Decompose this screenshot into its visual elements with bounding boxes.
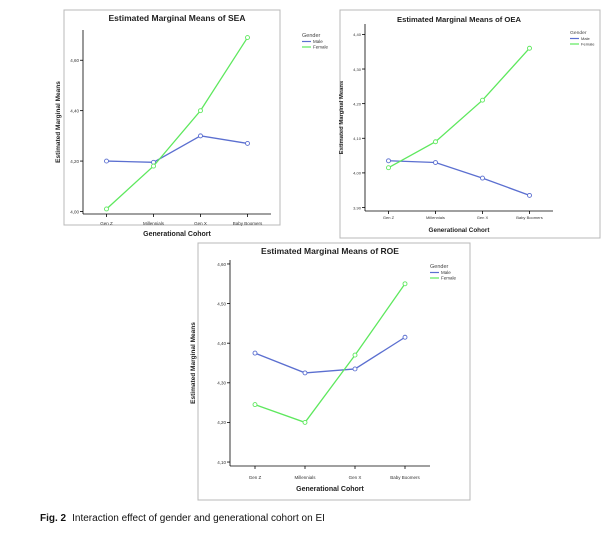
data-point-female <box>527 45 532 51</box>
data-point-male <box>352 366 358 372</box>
y-axis-label: Estimated Marginal Means <box>339 80 345 154</box>
series-line-female <box>106 37 249 210</box>
y-tick-label: 4,00 <box>353 171 362 176</box>
legend-item-male: Male <box>581 36 591 41</box>
data-point-male <box>302 370 308 376</box>
x-tick-label: Gen Z <box>249 475 262 480</box>
x-tick-label: Millennials <box>294 475 316 480</box>
x-tick-label: Baby Boomers <box>516 215 543 220</box>
data-point-male <box>527 192 532 198</box>
data-point-male <box>402 334 408 340</box>
y-tick-label: 4,30 <box>217 381 226 386</box>
series-line-male <box>254 336 406 374</box>
figure-caption-text: Interaction effect of gender and generat… <box>72 513 325 524</box>
data-point-male <box>386 158 391 164</box>
x-tick-label: Gen Z <box>383 215 395 220</box>
y-tick-label: 4,10 <box>217 460 226 465</box>
data-point-female <box>480 97 485 103</box>
x-tick-label: Baby Boomers <box>233 221 263 226</box>
x-axis-label: Generational Cohort <box>296 486 364 493</box>
y-tick-label: 4,60 <box>217 262 226 267</box>
x-tick-label: Gen Z <box>100 221 113 226</box>
data-point-female <box>352 352 358 358</box>
legend-title: Gender <box>430 264 449 270</box>
data-point-female <box>433 139 438 145</box>
chart-frame <box>63 9 281 226</box>
x-axis-label: Generational Cohort <box>429 227 491 234</box>
chart-title: Estimated Marginal Means of OEA <box>397 15 521 24</box>
chart-frame <box>197 242 471 501</box>
data-point-female <box>245 35 250 41</box>
figure-caption: Fig. 2 Interaction effect of gender and g… <box>40 513 325 524</box>
data-point-female <box>198 108 203 114</box>
data-point-male <box>104 158 109 164</box>
y-tick-label: 4,20 <box>353 101 362 106</box>
x-tick-label: Gen X <box>349 475 362 480</box>
chart-title: Estimated Marginal Means of SEA <box>109 13 246 23</box>
y-tick-label: 4,20 <box>70 159 79 164</box>
y-tick-label: 4,20 <box>217 420 226 425</box>
data-point-female <box>402 281 408 287</box>
data-point-male <box>252 350 258 356</box>
legend-item-male: Male <box>441 270 451 275</box>
series-line-female <box>254 283 406 424</box>
y-tick-label: 4,30 <box>353 67 362 72</box>
chart-frame <box>339 9 601 239</box>
data-point-male <box>480 175 485 181</box>
legend-item-female: Female <box>441 276 457 281</box>
legend-item-female: Female <box>313 45 329 50</box>
data-point-female <box>302 419 308 425</box>
data-point-female <box>104 206 109 212</box>
legend-title: Gender <box>302 33 321 39</box>
y-axis-label: Estimated Marginal Means <box>55 81 62 163</box>
data-point-female <box>151 163 156 169</box>
y-axis-label: Estimated Marginal Means <box>190 322 197 404</box>
y-tick-label: 3,90 <box>353 205 362 210</box>
legend-title: Gender <box>570 30 587 36</box>
x-axis-label: Generational Cohort <box>143 231 211 238</box>
series-line-male <box>388 160 530 197</box>
y-tick-label: 4,40 <box>70 108 79 113</box>
y-tick-label: 4,10 <box>353 136 362 141</box>
x-tick-label: Baby Boomers <box>390 475 420 480</box>
figure-label: Fig. 2 <box>40 513 67 524</box>
data-point-male <box>198 133 203 139</box>
series-line-male <box>106 135 248 163</box>
y-tick-label: 4,40 <box>353 32 362 37</box>
y-tick-label: 4,40 <box>217 341 226 346</box>
data-point-male <box>245 140 250 146</box>
data-point-female <box>252 402 258 408</box>
x-tick-label: Gen X <box>477 215 489 220</box>
x-tick-label: Millennials <box>426 215 445 220</box>
y-tick-label: 4,50 <box>217 301 226 306</box>
chart-title: Estimated Marginal Means of ROE <box>261 246 399 256</box>
series-line-female <box>388 47 530 169</box>
x-tick-label: Gen X <box>194 221 207 226</box>
legend-item-male: Male <box>313 39 323 44</box>
data-point-male <box>433 160 438 165</box>
x-tick-label: Millennials <box>143 221 165 226</box>
y-tick-label: 4,00 <box>70 209 79 214</box>
data-point-female <box>386 165 391 171</box>
y-tick-label: 4,60 <box>70 58 79 63</box>
legend-item-female: Female <box>581 42 595 47</box>
